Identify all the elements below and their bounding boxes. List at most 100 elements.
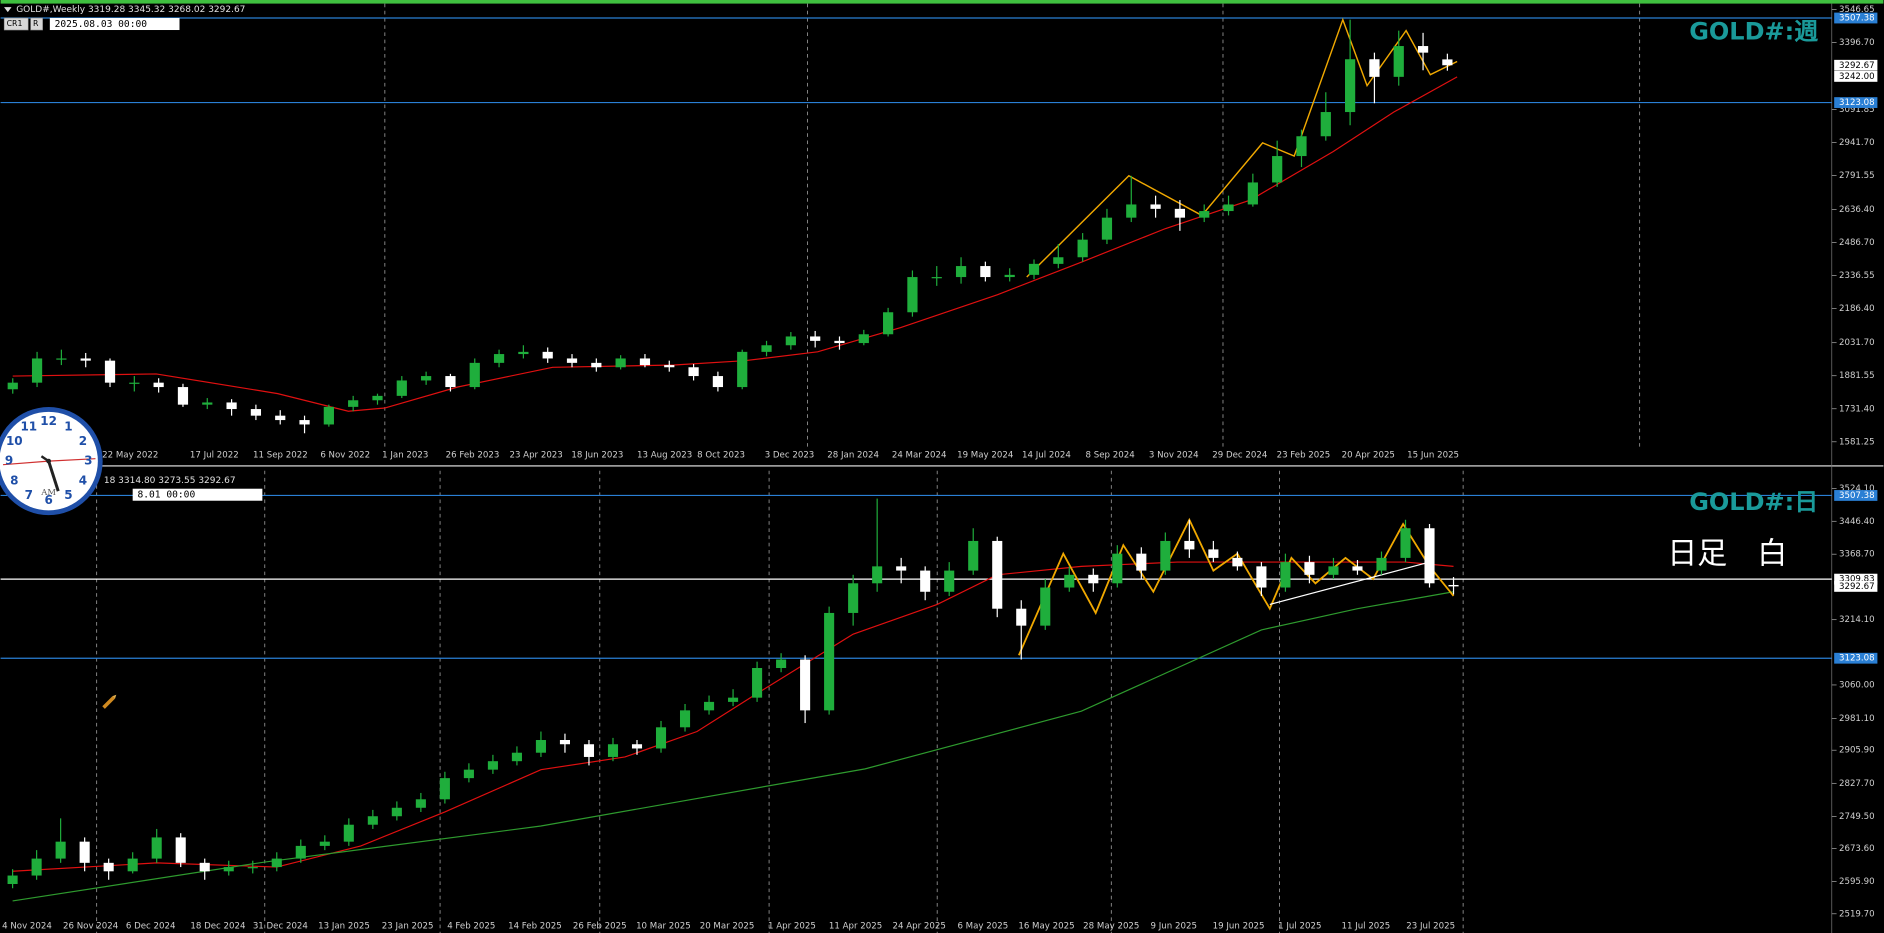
symbol-title: GOLD#:日	[1689, 488, 1818, 516]
level-tag-label: 3309.83	[1839, 575, 1875, 585]
x-tick-label: 14 Jul 2024	[1022, 451, 1071, 461]
clock-label: AM	[40, 487, 56, 497]
x-tick-label: 16 May 2025	[1018, 921, 1074, 931]
candle-body	[655, 727, 667, 749]
clock-numeral: 1	[64, 419, 72, 433]
price-tag	[1834, 59, 1878, 71]
candle-body	[415, 799, 426, 808]
candle-body	[824, 612, 835, 711]
candle-body	[1256, 566, 1267, 588]
candle-body	[1101, 217, 1113, 240]
candle-body	[752, 668, 763, 698]
candle-body	[56, 358, 67, 360]
candle-body	[896, 566, 907, 571]
x-tick-label: 22 May 2022	[102, 451, 158, 461]
candle-body	[1296, 136, 1307, 157]
level-tag-label: 3507.38	[1839, 14, 1875, 24]
y-tick-label: 3446.40	[1839, 517, 1875, 527]
clock-numeral: 9	[5, 454, 13, 468]
candle-body	[421, 376, 432, 381]
candle-body	[396, 380, 407, 396]
y-tick-label: 1881.55	[1839, 371, 1875, 381]
candle-body	[776, 659, 787, 669]
candle-body	[463, 769, 474, 779]
candle-body	[535, 740, 546, 753]
candle-body	[323, 406, 334, 425]
candle-body	[153, 382, 164, 388]
candle-body	[7, 875, 18, 885]
candle-body	[688, 367, 699, 377]
x-tick-label: 20 Apr 2025	[1342, 451, 1395, 461]
candle-body	[372, 395, 383, 401]
candle-body	[1150, 204, 1161, 209]
y-tick-label: 2519.70	[1839, 909, 1875, 919]
candle-body	[1126, 204, 1137, 218]
candle-body	[511, 752, 522, 762]
candle-body	[992, 540, 1003, 609]
candle-body	[883, 312, 894, 335]
header-arrow	[4, 7, 12, 13]
candle-body	[1369, 59, 1380, 77]
candle-body	[810, 336, 821, 341]
x-tick-label: 6 Dec 2024	[126, 921, 176, 931]
timestamp: 8.01 00:00	[137, 490, 195, 501]
x-tick-label: 1 Jan 2023	[382, 451, 428, 461]
x-tick-label: 11 Jul 2025	[1341, 921, 1390, 931]
candle-body	[103, 862, 114, 872]
x-tick-label: 23 Apr 2023	[509, 451, 562, 461]
candle-body	[127, 858, 138, 872]
candle-body	[1064, 574, 1075, 588]
level-tag-label: 3507.38	[1839, 491, 1875, 501]
x-tick-label: 23 Jan 2025	[382, 921, 434, 931]
clock-second-hand	[48, 458, 96, 462]
clock-numeral: 12	[40, 414, 57, 428]
clock-numeral: 3	[84, 454, 92, 468]
candle-body	[226, 402, 237, 410]
toolbar-label: R	[33, 19, 39, 28]
level-tag-label: 3123.08	[1839, 98, 1875, 108]
x-tick-label: 3 Dec 2023	[765, 451, 815, 461]
y-tick-label: 3060.00	[1839, 680, 1875, 690]
clock-numeral: 2	[79, 434, 87, 448]
level-tag	[1834, 652, 1878, 664]
candle-body	[1352, 566, 1363, 571]
candle-body	[607, 744, 619, 757]
clock-numeral: 11	[20, 419, 37, 433]
candle-body	[439, 778, 450, 800]
y-tick-label: 2827.70	[1839, 779, 1875, 789]
candle-body	[1442, 59, 1453, 66]
x-tick-label: 13 Jan 2025	[318, 921, 370, 931]
candle-body	[1136, 553, 1147, 571]
level-tag	[1834, 97, 1878, 108]
candle-body	[1208, 549, 1219, 558]
candle-body	[1077, 239, 1088, 258]
price-tag-label: 3292.67	[1839, 61, 1875, 71]
y-tick-label: 2941.70	[1839, 138, 1875, 148]
x-tick-label: 6 May 2025	[957, 921, 1008, 931]
y-tick-label: 1731.40	[1839, 404, 1875, 414]
candle-body	[1028, 263, 1040, 275]
candle-body	[785, 336, 796, 346]
candle-body	[737, 351, 748, 388]
candle-body	[1280, 562, 1291, 588]
candle-body	[129, 382, 140, 384]
clock-second-hand-tail	[2, 460, 49, 466]
y-tick-label: 2636.40	[1839, 205, 1875, 215]
active-bar	[0, 0, 1884, 4]
candle-body	[343, 824, 354, 842]
clock-numeral: 7	[25, 488, 33, 502]
candle-body	[202, 402, 213, 405]
candle-body	[367, 816, 378, 825]
y-tick-label: 2981.10	[1839, 714, 1875, 724]
candle-body	[31, 858, 42, 876]
x-tick-label: 28 Jan 2024	[827, 451, 879, 461]
header-info: 18 3314.80 3273.55 3292.67	[104, 476, 236, 486]
candle-body	[704, 701, 715, 711]
header-info: GOLD#,Weekly 3319.28 3345.32 3268.02 329…	[16, 5, 245, 15]
candle-body	[1328, 566, 1339, 575]
candle-body	[1272, 156, 1283, 183]
x-tick-label: 23 Jul 2025	[1406, 921, 1455, 931]
candle-body	[907, 277, 918, 313]
